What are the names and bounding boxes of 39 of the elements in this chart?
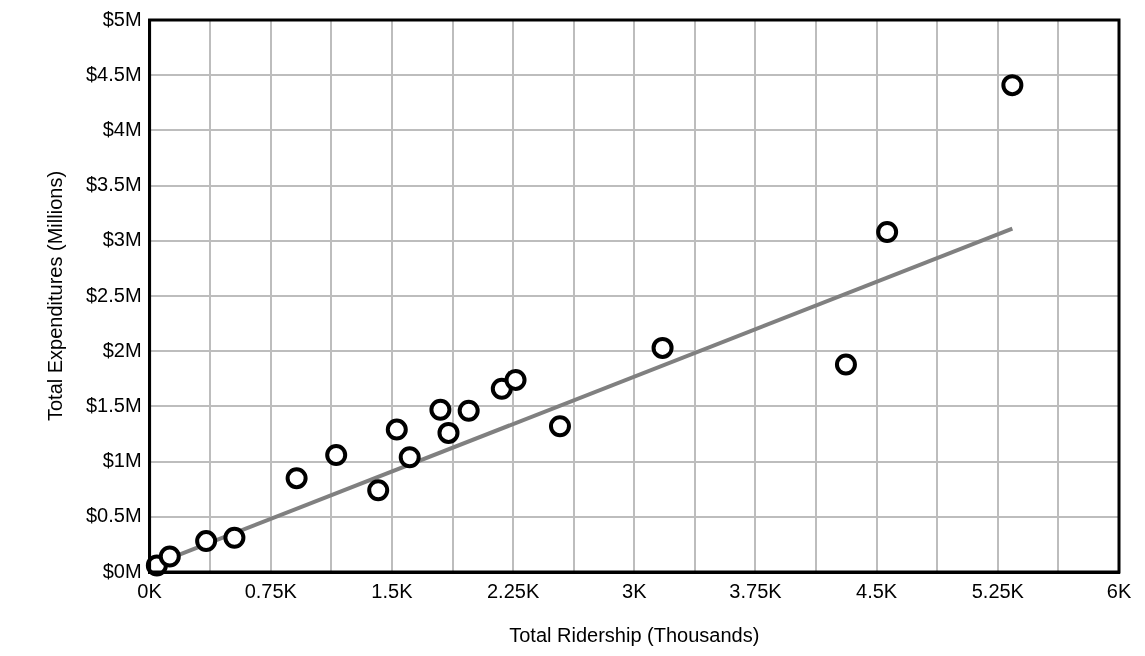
point <box>548 415 571 438</box>
point <box>437 421 460 444</box>
x-tick-label: 0.75K <box>244 579 298 602</box>
point <box>398 446 421 469</box>
point <box>457 399 480 422</box>
y-tick-label: $3M <box>102 228 142 251</box>
x-tick-label: 2.25K <box>486 579 540 602</box>
y-axis-title: Total Expenditures (Millions) <box>43 170 66 422</box>
point <box>385 418 408 441</box>
y-tick-label: $5M <box>102 7 142 30</box>
point <box>158 545 181 568</box>
point <box>223 526 246 549</box>
point <box>504 368 527 391</box>
x-tick-label: 6K <box>1106 579 1132 602</box>
point <box>367 479 390 502</box>
x-tick-label: 3K <box>622 579 648 602</box>
y-tick-label: $2M <box>102 338 142 361</box>
y-tick-label: $1.5M <box>85 393 142 416</box>
point <box>325 443 348 466</box>
x-tick-label: 4.5K <box>856 579 898 602</box>
point <box>876 220 899 243</box>
y-tick-label: $0.5M <box>85 504 142 527</box>
x-tick-label: 5.25K <box>971 579 1025 602</box>
y-tick-label: $2.5M <box>85 283 142 306</box>
point <box>285 467 308 490</box>
point <box>1001 74 1024 97</box>
x-tick-label: 1.5K <box>371 579 414 602</box>
y-tick-label: $0M <box>102 559 142 582</box>
x-tick-label: 3.75K <box>729 579 783 602</box>
point <box>651 336 674 359</box>
point <box>834 353 857 376</box>
point <box>195 530 218 553</box>
y-tick-label: $4M <box>102 117 142 140</box>
point <box>429 398 452 421</box>
x-tick-label: 0K <box>137 579 163 602</box>
y-tick-label: $3.5M <box>85 173 142 196</box>
y-tick-label: $4.5M <box>85 62 142 85</box>
y-tick-label: $1M <box>102 449 142 472</box>
x-axis-title: Total Ridership (Thousands) <box>509 623 760 646</box>
